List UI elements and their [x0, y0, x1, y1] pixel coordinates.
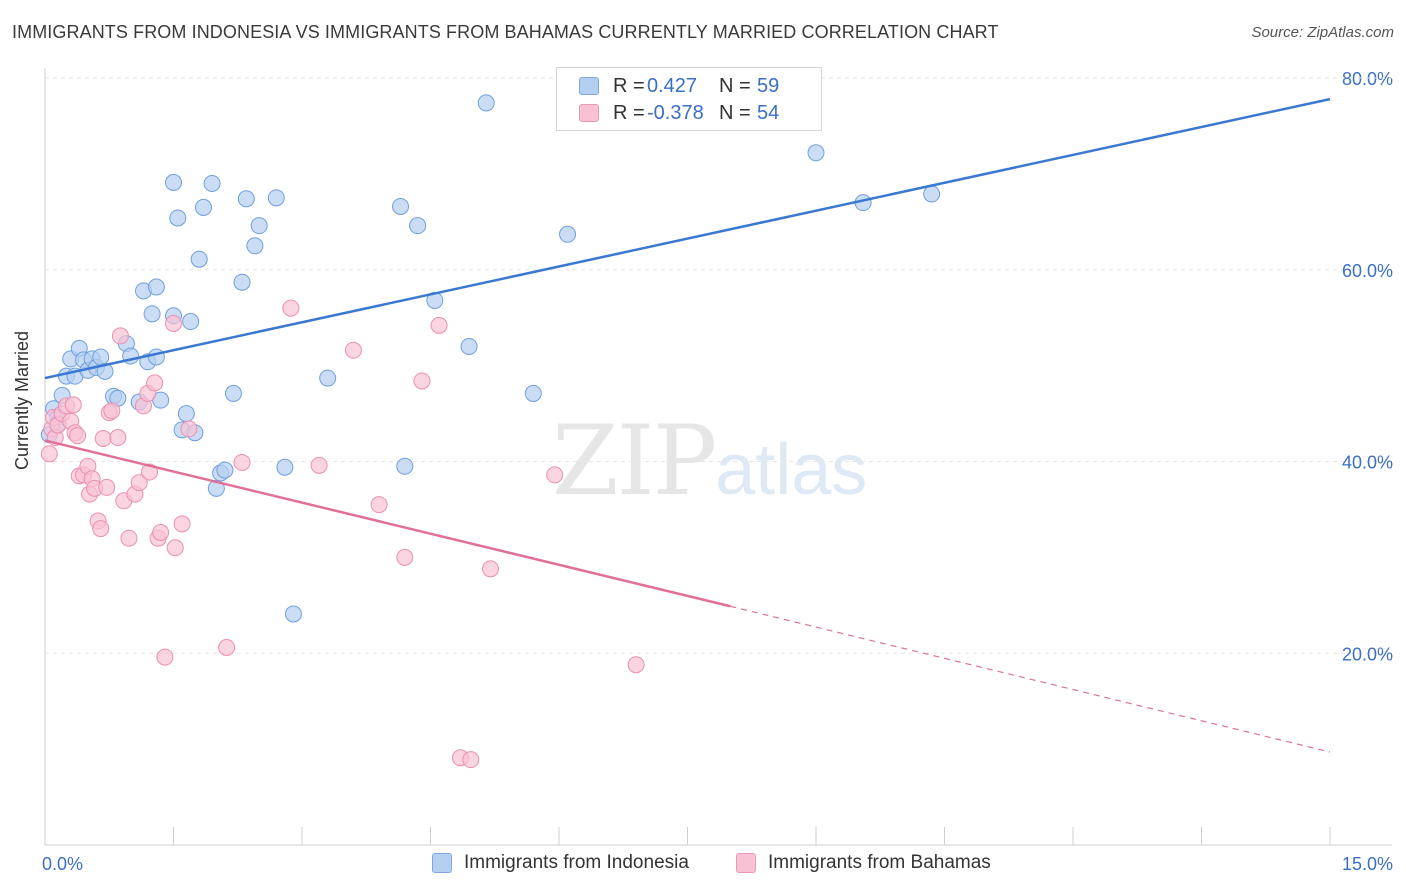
- bahamas-point: [109, 429, 127, 447]
- x-tick-label: 0.0%: [42, 854, 83, 874]
- indonesia-point: [165, 174, 182, 192]
- x-tick-label: 15.0%: [1342, 854, 1393, 874]
- bahamas-point: [94, 429, 112, 447]
- bahamas-point: [69, 427, 87, 445]
- indonesia-point: [396, 457, 414, 475]
- indonesia-point: [923, 185, 941, 203]
- legend-swatch-blue: [579, 77, 599, 95]
- chart-title: IMMIGRANTS FROM INDONESIA VS IMMIGRANTS …: [12, 22, 999, 42]
- indonesia-point: [233, 273, 251, 291]
- series-swatch-pink: [736, 853, 756, 873]
- legend-r-value: -0.378: [647, 101, 704, 124]
- bahamas-point: [130, 474, 148, 492]
- legend-swatch-pink: [579, 104, 599, 122]
- watermark-zip: ZIP: [552, 405, 717, 517]
- bahamas-point: [413, 372, 431, 390]
- legend-row-indonesia: R = 0.427 N = 59: [579, 74, 779, 98]
- indonesia-point: [250, 217, 268, 235]
- bahamas-point: [98, 478, 116, 496]
- watermark: ZIPatlas: [552, 405, 867, 517]
- indonesia-point: [182, 313, 200, 331]
- indonesia-point: [477, 94, 495, 112]
- legend-r-label: R =: [613, 101, 645, 124]
- indonesia-point: [807, 144, 825, 162]
- legend-n-label: N =: [719, 74, 751, 97]
- y-axis-label: Currently Married: [12, 330, 32, 470]
- bahamas-point: [627, 656, 645, 674]
- indonesia-point: [177, 405, 195, 423]
- y-tick-label: 20.0%: [1342, 644, 1393, 664]
- indonesia-point: [267, 189, 285, 207]
- series-legend-indonesia: Immigrants from Indonesia: [432, 852, 689, 874]
- correlation-legend: R = 0.427 N = 59 R = -0.378 N = 54: [556, 67, 822, 131]
- bahamas-point: [462, 751, 480, 769]
- indonesia-point: [559, 225, 577, 243]
- y-tick-label: 80.0%: [1342, 69, 1393, 89]
- bahamas-point: [396, 548, 414, 566]
- y-tick-label: 40.0%: [1342, 453, 1393, 473]
- indonesia-trendline: [44, 97, 1331, 380]
- legend-n-value: 54: [757, 101, 780, 124]
- bahamas-point: [92, 520, 110, 538]
- bahamas-point: [180, 420, 198, 438]
- indonesia-point: [276, 458, 294, 476]
- bahamas-point: [111, 327, 129, 345]
- watermark-atlas: atlas: [715, 430, 868, 510]
- indonesia-point: [143, 305, 161, 323]
- indonesia-point: [319, 369, 337, 387]
- source-label: Source: ZipAtlas.com: [1251, 24, 1394, 41]
- bahamas-trendline-extension: [730, 605, 1331, 753]
- indonesia-point: [392, 197, 410, 215]
- indonesia-point: [284, 605, 302, 623]
- legend-r-value: 0.427: [647, 74, 698, 97]
- bahamas-point: [64, 396, 82, 414]
- indonesia-point: [203, 174, 221, 192]
- bahamas-point: [344, 341, 362, 359]
- legend-row-bahamas: R = -0.378 N = 54: [579, 101, 779, 125]
- legend-n-value: 59: [757, 74, 780, 97]
- indonesia-point: [194, 198, 212, 216]
- series-legend-label: Immigrants from Bahamas: [768, 852, 991, 873]
- indonesia-point: [147, 348, 165, 366]
- bahamas-point: [152, 523, 170, 541]
- bahamas-trendline: [44, 439, 731, 608]
- bahamas-point: [173, 515, 191, 533]
- bahamas-point: [233, 453, 251, 471]
- indonesia-point: [190, 250, 208, 268]
- bahamas-point: [481, 560, 499, 578]
- bahamas-point: [310, 456, 328, 474]
- bahamas-point: [103, 402, 121, 420]
- bahamas-point: [430, 316, 448, 334]
- indonesia-point: [224, 384, 242, 402]
- series-legend: Immigrants from Indonesia Immigrants fro…: [0, 852, 1406, 878]
- indonesia-point: [409, 217, 427, 235]
- bahamas-point: [156, 648, 174, 666]
- bahamas-point: [141, 463, 159, 481]
- indonesia-point: [96, 362, 114, 380]
- bahamas-point: [146, 374, 164, 392]
- series-swatch-blue: [432, 853, 452, 873]
- legend-r-label: R =: [613, 74, 645, 97]
- indonesia-point: [147, 278, 165, 296]
- indonesia-point: [237, 190, 255, 208]
- bahamas-point: [120, 529, 138, 547]
- legend-n-label: N =: [719, 101, 751, 124]
- bahamas-point: [40, 445, 58, 463]
- bahamas-point: [282, 299, 300, 317]
- indonesia-point: [460, 337, 478, 355]
- indonesia-point: [169, 209, 187, 227]
- bahamas-point: [166, 539, 184, 557]
- bahamas-point: [370, 496, 388, 514]
- bahamas-point: [218, 638, 236, 656]
- indonesia-point: [246, 237, 264, 255]
- bahamas-point: [546, 466, 564, 484]
- series-legend-bahamas: Immigrants from Bahamas: [736, 852, 991, 874]
- y-tick-label: 60.0%: [1342, 261, 1393, 281]
- indonesia-point: [216, 461, 234, 479]
- series-legend-label: Immigrants from Indonesia: [464, 852, 689, 873]
- bahamas-point: [165, 314, 182, 332]
- indonesia-point: [92, 348, 110, 366]
- indonesia-point: [524, 384, 542, 402]
